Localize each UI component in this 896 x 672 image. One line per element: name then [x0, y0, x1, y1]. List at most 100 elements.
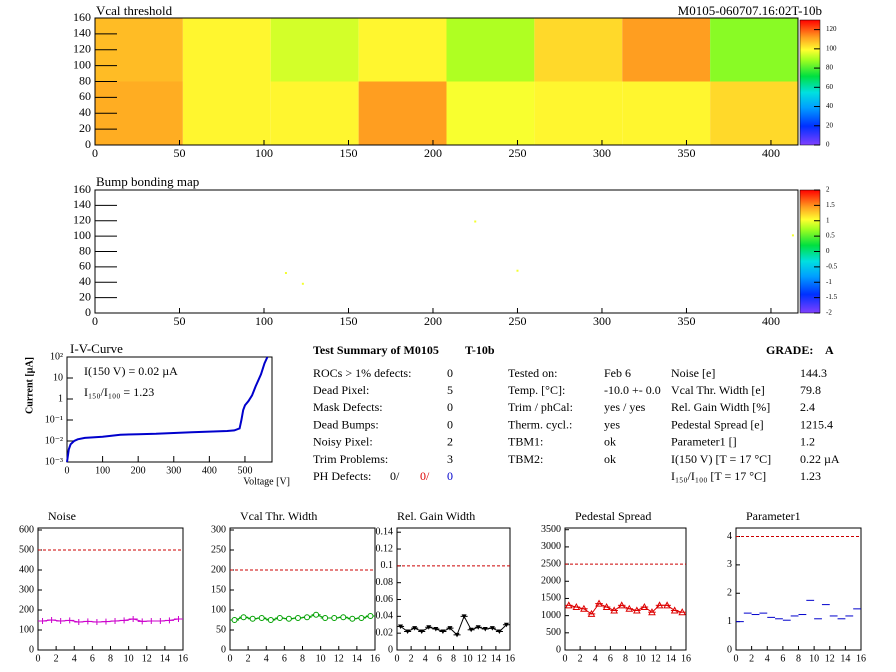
hit-pixel	[474, 220, 477, 223]
marker	[294, 615, 301, 621]
x-tick-label: 4	[593, 653, 598, 664]
data-point	[101, 618, 111, 625]
y-tick-label: 4	[727, 531, 732, 542]
data-point	[164, 617, 174, 624]
data-point	[239, 614, 249, 621]
x-tick-label: 100	[255, 146, 273, 160]
y-tick-label: 300	[211, 524, 226, 535]
y-tick-label: 20	[79, 121, 91, 135]
heatmap-cell	[270, 81, 359, 145]
data-point	[257, 615, 267, 621]
x-tick-label: 500	[237, 465, 252, 476]
marker	[678, 608, 687, 616]
summary-value: 1.23	[800, 469, 821, 483]
x-tick-label: 8	[623, 653, 628, 664]
data-point	[47, 617, 57, 623]
summary-value: 1.2	[800, 435, 815, 449]
y-tick-label: 100	[73, 57, 91, 71]
summary-label: Dead Pixel:	[313, 383, 369, 397]
y-tick-label: 80	[79, 73, 91, 87]
summary-label: Tested on:	[508, 366, 557, 380]
summary-value: 0	[447, 400, 453, 414]
data-point	[502, 622, 510, 628]
annotation: I₁₅₀/I₁₀₀ = 1.23	[84, 385, 154, 399]
z-tick-label: 0	[826, 141, 830, 149]
data-point	[137, 618, 147, 625]
z-tick-label: 1	[826, 216, 830, 224]
x-tick-label: 150	[339, 314, 357, 328]
x-tick-label: 10	[316, 653, 326, 664]
summary-label: Parameter1 []	[671, 435, 737, 449]
z-tick-label: 20	[826, 121, 834, 129]
data-point	[356, 615, 366, 621]
y-tick-label: 0	[727, 644, 732, 655]
y-tick-label: 3000	[541, 541, 561, 552]
summary-label: Therm. cycl.:	[508, 417, 572, 431]
marker	[648, 608, 656, 616]
marker	[433, 626, 439, 632]
x-tick-label: 16	[370, 653, 380, 664]
data-point	[678, 608, 687, 616]
x-tick-label: 200	[424, 314, 442, 328]
marker	[258, 615, 265, 621]
summary-value: -10.0 +- 0.0	[604, 383, 661, 397]
iv-curve	[66, 356, 269, 463]
y-tick-label: 0.12	[376, 543, 394, 554]
y-tick-label: 120	[73, 213, 91, 227]
x-tick-label: 0	[92, 146, 98, 160]
data-point	[425, 625, 433, 630]
y-tick-label: 600	[19, 524, 34, 535]
data-point	[467, 627, 475, 633]
x-tick-label: 0	[395, 653, 400, 664]
marker	[304, 614, 311, 621]
data-point	[655, 601, 664, 609]
summary-label: TBM1:	[508, 435, 543, 449]
y-tick-label: 160	[73, 10, 91, 24]
marker	[595, 599, 603, 607]
summary-label: Dead Bumps:	[313, 417, 379, 431]
marker	[454, 632, 460, 638]
x-tick-label: 2	[749, 653, 754, 664]
grade: A	[825, 343, 834, 357]
marker	[625, 604, 634, 612]
x-tick-label: 2	[409, 653, 414, 664]
heatmap-cell	[182, 81, 271, 145]
x-tick-label: 16	[856, 653, 866, 664]
heatmap-cell	[622, 18, 711, 82]
z-tick-label: 0	[826, 247, 830, 255]
y-tick-label: 250	[211, 544, 226, 555]
data-point	[119, 617, 129, 624]
x-tick-label: 100	[255, 314, 273, 328]
data-point	[173, 616, 183, 622]
x-tick-label: 2	[578, 653, 583, 664]
color-bar	[799, 19, 821, 146]
x-tick-label: 8	[108, 653, 113, 664]
y-tick-label: 0	[29, 644, 34, 655]
data-point	[648, 608, 656, 616]
y-tick-label: 400	[19, 564, 34, 575]
marker	[276, 615, 283, 621]
data-point	[293, 615, 303, 621]
y-tick-label: 1000	[541, 610, 561, 621]
x-tick-label: 0	[65, 465, 70, 476]
summary-value: ok	[604, 435, 616, 449]
z-tick-label: 80	[826, 64, 834, 72]
y-tick-label: 0	[85, 137, 91, 151]
data-point	[284, 615, 294, 622]
summary-value: 5	[447, 383, 453, 397]
data-point	[266, 617, 276, 623]
heatmap-cell	[534, 81, 623, 145]
data-point	[633, 606, 641, 614]
y-tick-label: 50	[216, 624, 226, 635]
data-point	[397, 624, 405, 629]
data-point	[572, 602, 581, 611]
marker	[602, 602, 611, 611]
marker	[461, 614, 467, 619]
plot-frame	[66, 356, 273, 463]
chart-title: Rel. Gain Width	[397, 509, 475, 523]
x-tick-label: 8	[300, 653, 305, 664]
y-tick-label: 140	[73, 197, 91, 211]
data-point	[65, 617, 75, 624]
summary-value: 79.8	[800, 383, 821, 397]
x-tick-label: 8	[796, 653, 801, 664]
